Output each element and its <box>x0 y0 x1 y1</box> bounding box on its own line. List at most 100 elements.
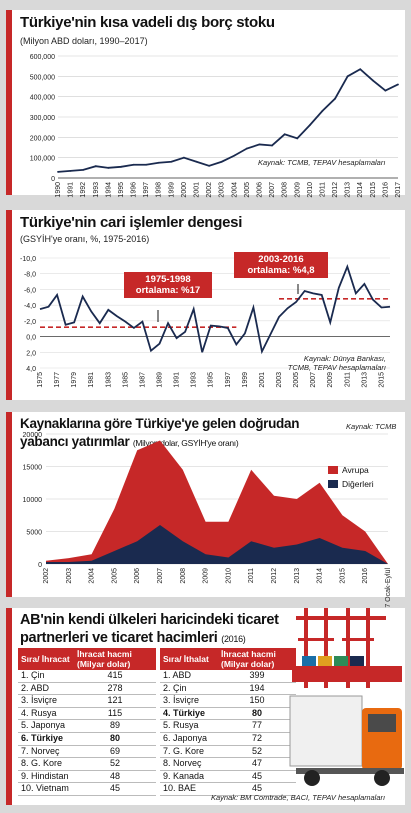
table-row: 6. Japonya 72 <box>160 732 296 746</box>
table-row: 3. İsviçre 150 <box>160 694 296 708</box>
country-cell: 5. Japonya <box>18 719 74 733</box>
panel-subtitle: (GSYİH'ye oranı, %, 1975-2016) <box>20 234 150 244</box>
x-tick-label: 2015 <box>370 182 377 198</box>
data-point <box>69 169 72 172</box>
x-tick-label: 2010 <box>307 182 314 198</box>
value-cell: 77 <box>218 719 296 733</box>
average-callout-1975-1998: 1975-1998 ortalama: %17 <box>124 272 212 298</box>
callout-period: 1975-1998 <box>145 274 191 285</box>
x-tick-label: 1983 <box>105 372 112 388</box>
x-tick-label: 2007 <box>310 372 317 388</box>
value-cell: 52 <box>218 745 296 759</box>
table-row: 7. G. Kore 52 <box>160 745 296 759</box>
data-point <box>296 137 299 140</box>
x-tick-label: 1998 <box>156 182 163 198</box>
value-cell: 89 <box>74 719 156 733</box>
value-cell: 278 <box>74 682 156 696</box>
x-tick-label: 2012 <box>332 182 339 198</box>
panel-title: AB'nin kendi ülkeleri haricindeki ticare… <box>20 612 279 628</box>
table-row: 10. Vietnam 45 <box>18 782 156 796</box>
truck-icon <box>289 695 404 786</box>
table-row: 5. Rusya 77 <box>160 719 296 733</box>
x-tick-label: 2002 <box>43 568 50 584</box>
country-cell: 3. İsviçre <box>160 694 218 708</box>
table-row: 1. ABD 399 <box>160 670 296 683</box>
source-note: Kaynak: BM Comtrade, BACI, TEPAV hesapla… <box>211 793 386 802</box>
x-tick-label: 2015 <box>378 372 385 388</box>
y-tick-label: 0 <box>51 176 55 183</box>
x-tick-label: 2006 <box>256 182 263 198</box>
x-tick-label: 1997 <box>225 372 232 388</box>
x-tick-label: 2010 <box>225 568 232 584</box>
value-cell: 115 <box>74 707 156 721</box>
data-point <box>283 133 286 136</box>
value-cell: 399 <box>218 670 296 683</box>
data-point <box>132 163 135 166</box>
data-point <box>359 68 362 71</box>
x-tick-label: 2017 Ocak-Eylül <box>385 568 392 620</box>
panel-title-line-2: yabancı yatırımlar (Milyon dolar, GSYİH'… <box>20 434 239 449</box>
x-tick-label: 1994 <box>105 182 112 198</box>
x-tick-label: 1985 <box>122 372 129 388</box>
y-tick-label: 10000 <box>23 497 43 504</box>
x-tick-label: 2011 <box>344 372 351 387</box>
x-tick-label: 1977 <box>54 372 61 388</box>
x-tick-label: 2014 <box>357 182 364 198</box>
y-tick-label: 400,000 <box>30 95 55 102</box>
x-tick-label: 2005 <box>111 568 118 584</box>
y-tick-label: 300,000 <box>30 115 55 122</box>
table-row: 8. Norveç 47 <box>160 757 296 771</box>
x-tick-label: 2009 <box>203 568 210 584</box>
value-cell: 47 <box>218 757 296 771</box>
column-header: İhracat hacmi (Milyar dolar) <box>218 648 296 670</box>
x-tick-label: 2008 <box>282 182 289 198</box>
table-row: 9. Hindistan 48 <box>18 770 156 784</box>
data-point <box>371 79 374 82</box>
x-tick-label: 2008 <box>180 568 187 584</box>
country-cell: 8. Norveç <box>160 757 218 771</box>
panel-title-text: yabancı yatırımlar <box>20 434 130 449</box>
x-tick-label: 2016 <box>362 568 369 584</box>
y-tick-label: -10,0 <box>20 256 36 263</box>
callout-period: 2003-2016 <box>258 254 304 265</box>
x-tick-label: 2002 <box>206 182 213 198</box>
x-tick-label: 2005 <box>244 182 251 198</box>
x-tick-label: 1992 <box>80 182 87 198</box>
data-point <box>308 124 311 127</box>
x-tick-label: 2004 <box>89 568 96 584</box>
value-cell: 45 <box>218 782 296 796</box>
x-tick-label: 1979 <box>71 372 78 388</box>
country-cell: 6. Türkiye <box>18 732 74 746</box>
legend-label-digerleri: Diğerleri <box>342 479 374 489</box>
table-row: 9. Kanada 45 <box>160 770 296 784</box>
value-cell: 48 <box>74 770 156 784</box>
panel-title-text: partnerleri ve ticaret hacimleri <box>20 630 218 646</box>
y-tick-label: 2,0 <box>26 350 36 357</box>
source-line: TCMB, TEPAV hesaplamaları <box>287 363 386 372</box>
x-tick-label: 2011 <box>248 568 255 583</box>
country-cell: 6. Japonya <box>160 732 218 746</box>
x-tick-label: 1975 <box>37 372 44 388</box>
x-tick-label: 2012 <box>271 568 278 584</box>
fdi-area-chart: 0 5000 10000 15000 20000 2002 2003 2004 2005 2006… <box>23 432 392 619</box>
x-tick-label: 1996 <box>131 182 138 198</box>
x-tick-label: 2014 <box>317 568 324 584</box>
x-tick-label: 2009 <box>294 182 301 198</box>
y-tick-label: 0,0 <box>26 335 36 342</box>
data-point <box>120 165 122 168</box>
data-point <box>384 89 387 92</box>
data-point <box>170 160 173 163</box>
source-note: Kaynak: TCMB <box>346 422 397 431</box>
debt-series-line <box>57 68 399 173</box>
x-tick-label: 1997 <box>143 182 150 198</box>
x-tick-label: 2013 <box>294 568 301 584</box>
x-tick-label: 2003 <box>219 182 226 198</box>
panel-subtitle: (Milyon ABD doları, 1990–2017) <box>20 36 148 46</box>
value-cell: 150 <box>218 694 296 708</box>
x-tick-label: 1993 <box>93 182 100 198</box>
data-point <box>334 97 336 100</box>
value-cell: 194 <box>218 682 296 696</box>
export-partners-table: Sıra/ İhracat İhracat hacmi (Milyar dola… <box>18 648 156 796</box>
value-cell: 45 <box>218 770 296 784</box>
